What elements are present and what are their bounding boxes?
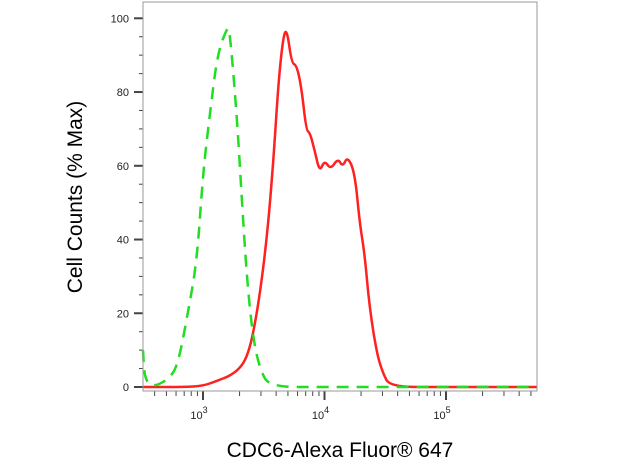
x-tick-label: 103 bbox=[190, 405, 207, 422]
y-axis-title: Cell Counts (% Max) bbox=[64, 101, 87, 294]
y-tick-label: 100 bbox=[111, 13, 129, 25]
series-group bbox=[141, 27, 537, 389]
ticks: 0 20 40 60 80 100 103 104 105 bbox=[111, 13, 532, 422]
plot-frame bbox=[142, 1, 538, 392]
x-axis-title: CDC6-Alexa Fluor® 647 bbox=[227, 439, 454, 462]
y-tick-label: 20 bbox=[117, 308, 129, 320]
y-tick-label: 40 bbox=[117, 235, 129, 247]
x-tick-label: 105 bbox=[433, 405, 450, 422]
y-tick-label: 80 bbox=[117, 87, 129, 99]
y-tick-label: 0 bbox=[123, 382, 129, 394]
control-histogram-line bbox=[141, 27, 537, 389]
x-tick-label: 104 bbox=[312, 405, 329, 422]
sample-histogram-line bbox=[142, 30, 537, 389]
y-tick-label: 60 bbox=[117, 161, 129, 173]
